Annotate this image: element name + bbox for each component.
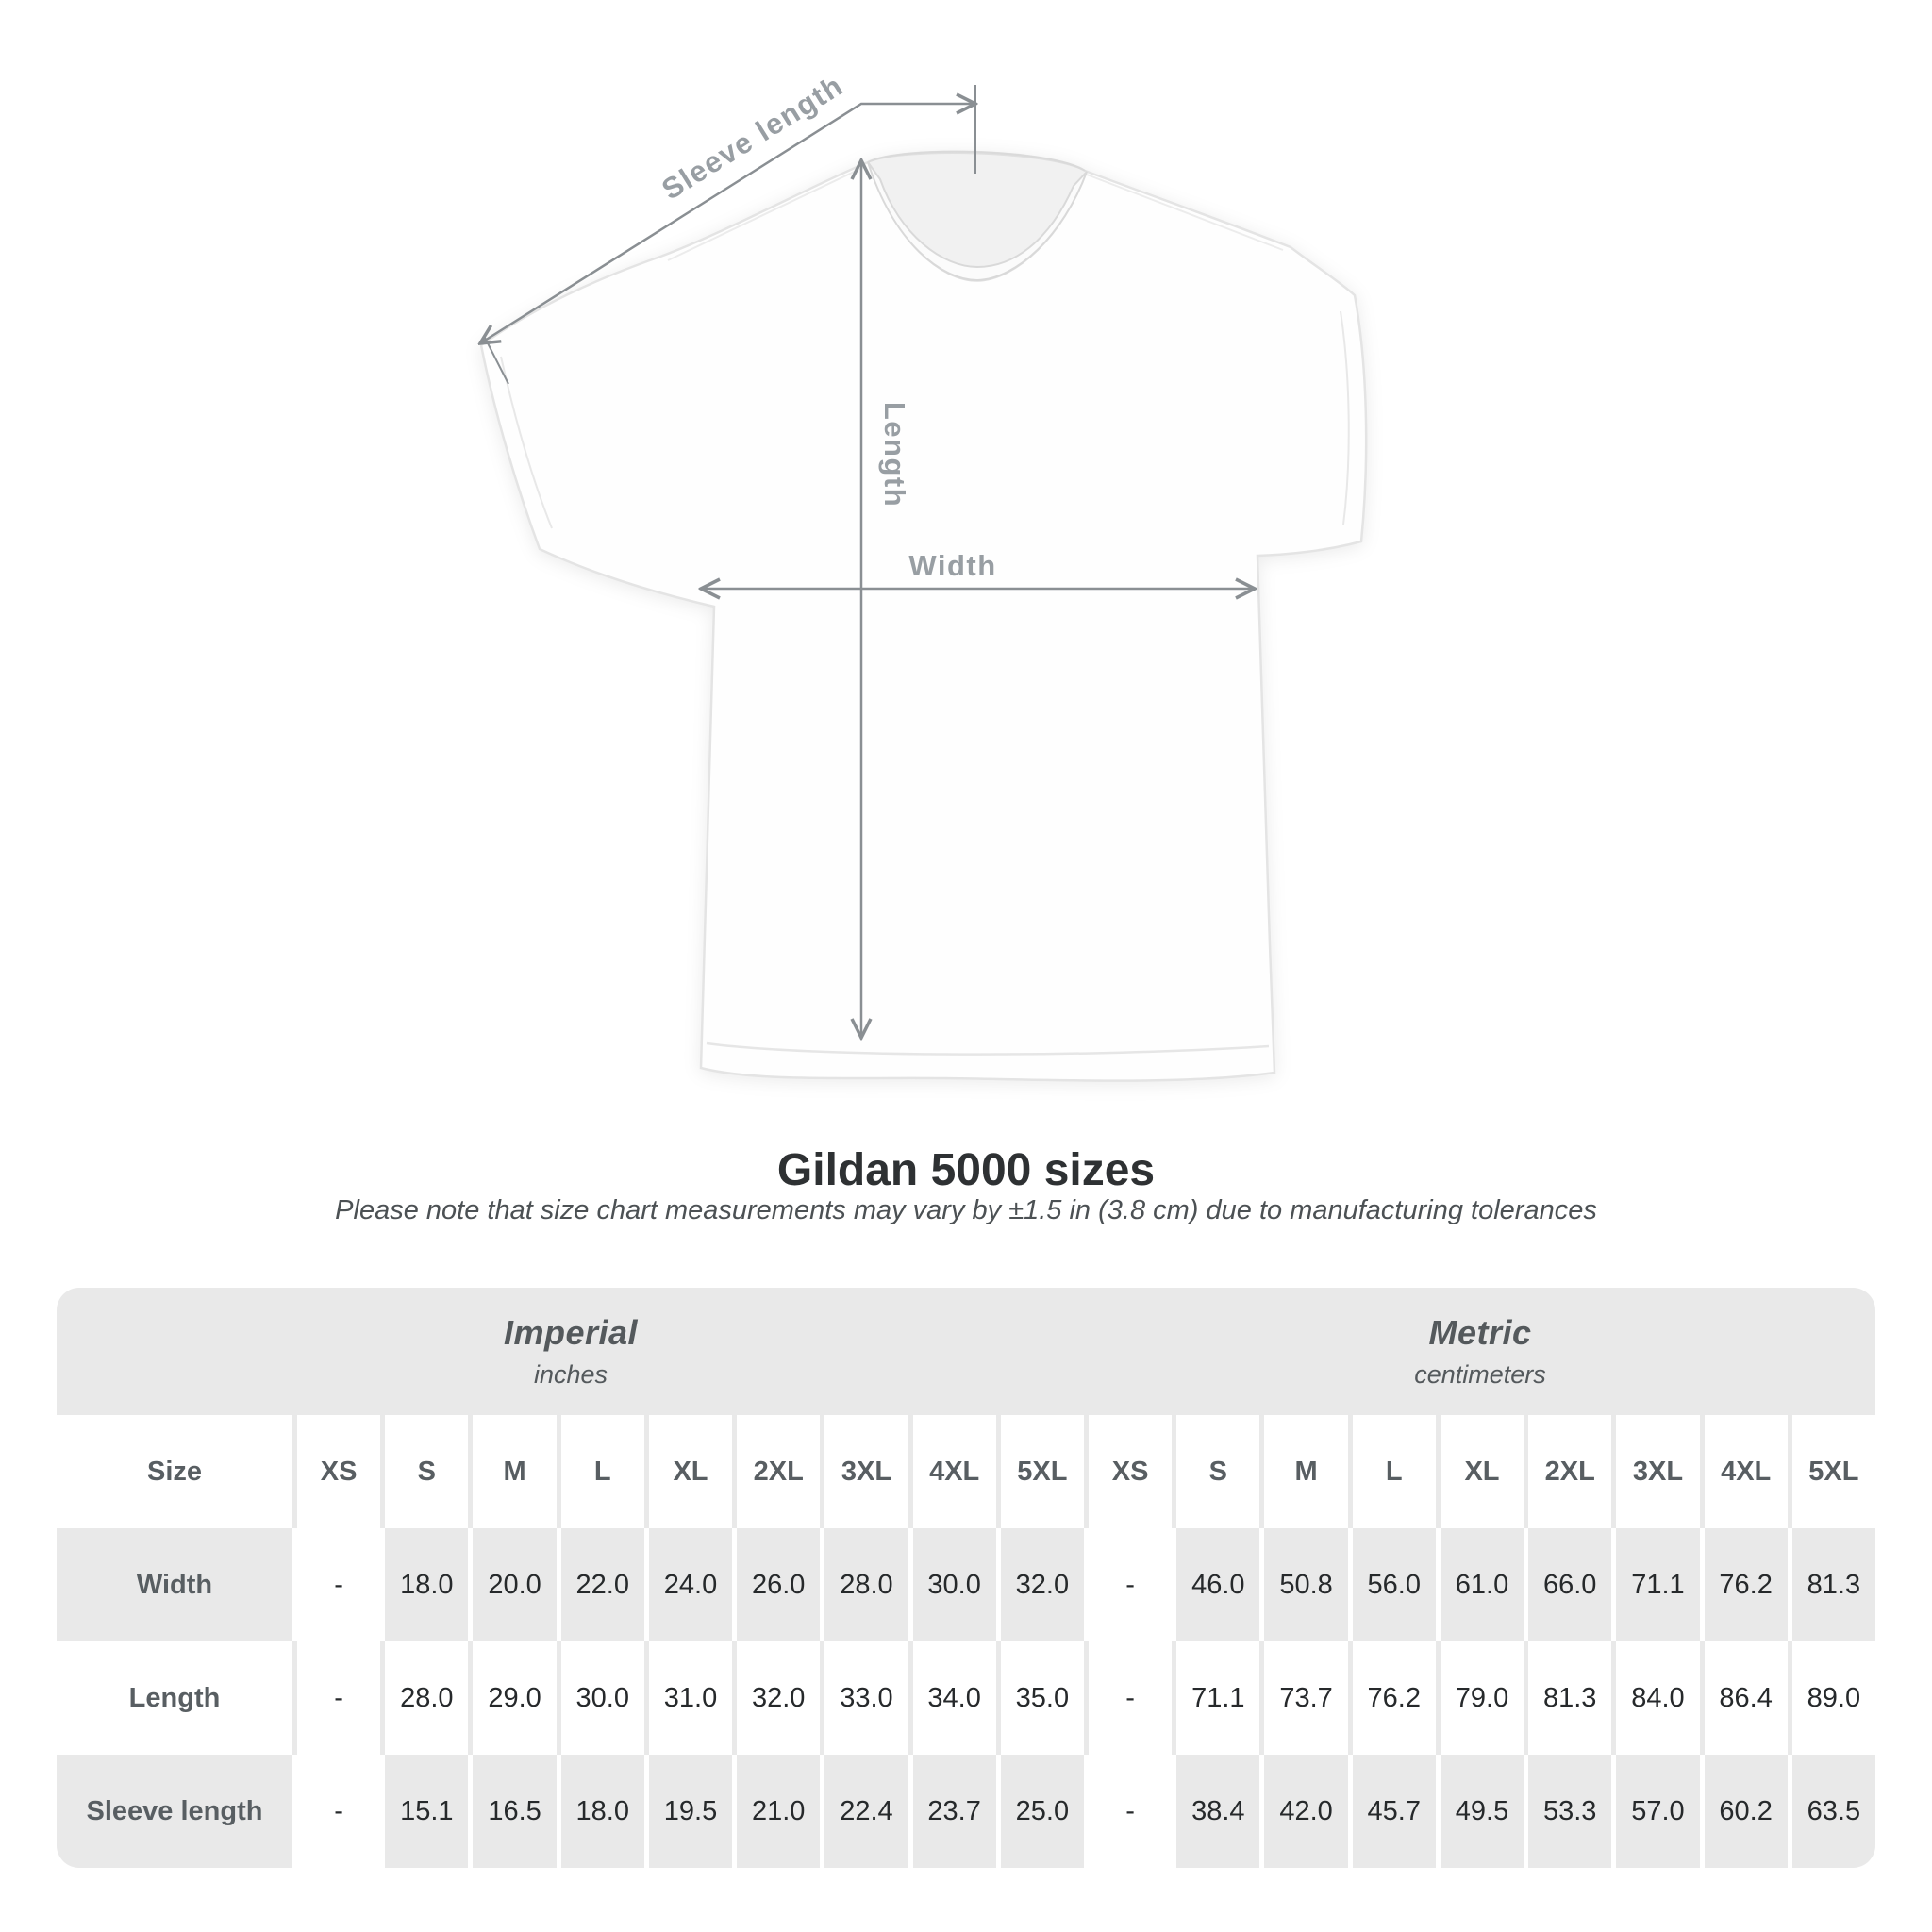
- metric-size-col-3xl: 3XL: [1616, 1415, 1700, 1528]
- measurement-value: 46.0: [1176, 1528, 1260, 1641]
- measurement-value: -: [1088, 1641, 1173, 1755]
- measurement-value: 15.1: [385, 1755, 469, 1868]
- metric-unit-label: centimeters: [1414, 1360, 1546, 1389]
- width-label: Width: [908, 549, 997, 582]
- measurement-value: 31.0: [648, 1641, 733, 1755]
- tshirt-graphic: [479, 150, 1368, 1082]
- measurement-value: 66.0: [1528, 1528, 1612, 1641]
- measurement-value: -: [1088, 1528, 1173, 1641]
- measurement-value: 21.0: [737, 1755, 821, 1868]
- imperial-size-col-m: M: [473, 1415, 557, 1528]
- imperial-size-col-4xl: 4XL: [912, 1415, 996, 1528]
- measurement-value: -: [297, 1755, 381, 1868]
- imperial-size-col-xs: XS: [297, 1415, 381, 1528]
- measurement-value: 50.8: [1264, 1528, 1348, 1641]
- unit-group-header: Imperial inches Metric centimeters: [57, 1288, 1875, 1415]
- measurement-value: -: [297, 1528, 381, 1641]
- measurement-value: 57.0: [1616, 1755, 1700, 1868]
- measurement-value: 61.0: [1440, 1528, 1524, 1641]
- measurement-row: Width -18.0 20.0 22.0 24.0 26.0 28.0 30.0 32.0-4…: [57, 1528, 1875, 1641]
- sleeve-length-arrow: [480, 104, 975, 343]
- metric-size-col-4xl: 4XL: [1704, 1415, 1788, 1528]
- measurement-value: 76.2: [1704, 1528, 1788, 1641]
- measurement-value: 49.5: [1440, 1755, 1524, 1868]
- size-header-row: Size XS S M L XL 2XL 3XL 4XL 5XL XS S M L XL 2XL 3XL 4XL 5…: [57, 1415, 1875, 1528]
- measurement-value: 24.0: [648, 1528, 733, 1641]
- measurement-value: 28.0: [824, 1528, 908, 1641]
- measurement-value: 76.2: [1352, 1641, 1436, 1755]
- measurement-value: 81.3: [1528, 1641, 1612, 1755]
- measurement-value: 86.4: [1704, 1641, 1788, 1755]
- measurement-value: 71.1: [1176, 1641, 1260, 1755]
- measurement-value: 71.1: [1616, 1528, 1700, 1641]
- measurement-value: 79.0: [1440, 1641, 1524, 1755]
- metric-size-col-2xl: 2XL: [1528, 1415, 1612, 1528]
- imperial-size-col-5xl: 5XL: [1000, 1415, 1084, 1528]
- measurement-value: 30.0: [912, 1528, 996, 1641]
- measurement-row-label: Width: [57, 1528, 292, 1641]
- measurement-value: -: [1088, 1755, 1173, 1868]
- measurement-value: 22.4: [824, 1755, 908, 1868]
- imperial-label: Imperial: [503, 1313, 639, 1352]
- metric-label: Metric: [1428, 1313, 1532, 1352]
- metric-size-col-xs: XS: [1088, 1415, 1173, 1528]
- measurement-value: 34.0: [912, 1641, 996, 1755]
- metric-size-col-m: M: [1264, 1415, 1348, 1528]
- measurement-value: 45.7: [1352, 1755, 1436, 1868]
- measurement-value: 22.0: [560, 1528, 644, 1641]
- measurement-value: 28.0: [385, 1641, 469, 1755]
- measurement-value: 60.2: [1704, 1755, 1788, 1868]
- measurement-value: 25.0: [1000, 1755, 1084, 1868]
- measurement-value: 38.4: [1176, 1755, 1260, 1868]
- measurement-value: 32.0: [737, 1641, 821, 1755]
- measurement-value: 89.0: [1791, 1641, 1875, 1755]
- measurement-value: 84.0: [1616, 1641, 1700, 1755]
- measurement-value: 73.7: [1264, 1641, 1348, 1755]
- measurement-value: 19.5: [648, 1755, 733, 1868]
- measurement-value: 26.0: [737, 1528, 821, 1641]
- metric-size-col-s: S: [1176, 1415, 1260, 1528]
- imperial-size-col-2xl: 2XL: [737, 1415, 821, 1528]
- measurement-value: 18.0: [560, 1755, 644, 1868]
- imperial-size-col-xl: XL: [648, 1415, 733, 1528]
- measurement-value: 81.3: [1791, 1528, 1875, 1641]
- measurement-value: 32.0: [1000, 1528, 1084, 1641]
- metric-group-header: Metric centimeters: [1085, 1288, 1875, 1415]
- measurement-value: -: [297, 1641, 381, 1755]
- measurement-value: 35.0: [1000, 1641, 1084, 1755]
- metric-size-col-l: L: [1352, 1415, 1436, 1528]
- measurement-value: 29.0: [473, 1641, 557, 1755]
- metric-size-col-xl: XL: [1440, 1415, 1524, 1528]
- measurement-value: 63.5: [1791, 1755, 1875, 1868]
- measurement-row-label: Length: [57, 1641, 292, 1755]
- measurement-row: Length -28.0 29.0 30.0 31.0 32.0 33.0 34.0 35.0-…: [57, 1641, 1875, 1755]
- measurement-row: Sleeve length -15.1 16.5 18.0 19.5 21.0 22.4 23…: [57, 1755, 1875, 1868]
- measurement-value: 42.0: [1264, 1755, 1348, 1868]
- imperial-group-header: Imperial inches: [57, 1288, 1085, 1415]
- measurement-value: 20.0: [473, 1528, 557, 1641]
- sleeve-end-tick: [483, 335, 509, 385]
- metric-size-col-5xl: 5XL: [1791, 1415, 1875, 1528]
- page-title: Gildan 5000 sizes: [776, 1145, 1156, 1195]
- imperial-unit-label: inches: [533, 1360, 608, 1389]
- measurement-value: 16.5: [473, 1755, 557, 1868]
- imperial-size-col-3xl: 3XL: [824, 1415, 908, 1528]
- measurement-value: 18.0: [385, 1528, 469, 1641]
- length-label: Length: [878, 401, 911, 508]
- size-header-label: Size: [57, 1415, 292, 1528]
- measurement-value: 56.0: [1352, 1528, 1436, 1641]
- measurement-arrows: [480, 85, 1255, 1038]
- imperial-size-col-s: S: [385, 1415, 469, 1528]
- measurement-value: 53.3: [1528, 1755, 1612, 1868]
- measurement-value: 23.7: [912, 1755, 996, 1868]
- tolerance-note: Please note that size chart measurements…: [335, 1195, 1597, 1225]
- measurement-value: 33.0: [824, 1641, 908, 1755]
- measurement-row-label: Sleeve length: [57, 1755, 292, 1868]
- size-table-rows: Size XS S M L XL 2XL 3XL 4XL 5XL XS S M L XL 2XL 3XL 4XL 5…: [57, 1415, 1875, 1868]
- imperial-size-col-l: L: [560, 1415, 644, 1528]
- measurement-value: 30.0: [560, 1641, 644, 1755]
- size-table: Imperial inches Metric centimeters Size X…: [57, 1288, 1875, 1868]
